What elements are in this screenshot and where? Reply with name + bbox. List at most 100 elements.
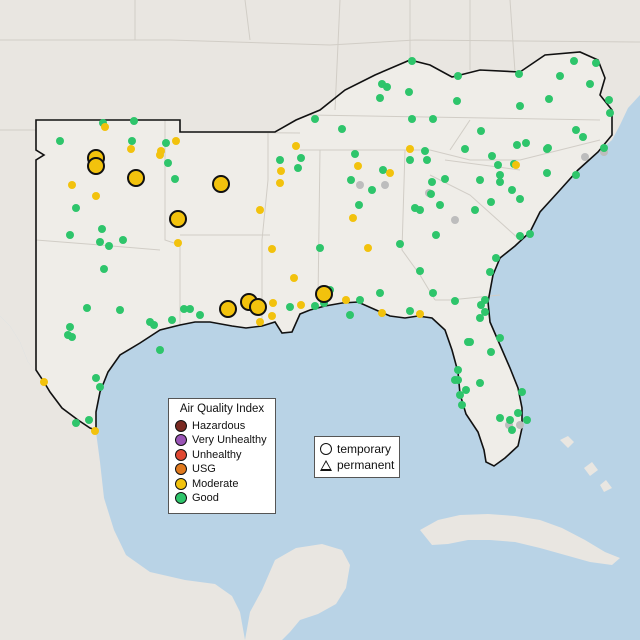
station-marker-good[interactable] — [436, 201, 444, 209]
station-marker-good[interactable] — [523, 416, 531, 424]
station-marker-good[interactable] — [347, 176, 355, 184]
station-marker-good[interactable] — [416, 267, 424, 275]
station-marker-moderate[interactable] — [416, 310, 424, 318]
station-marker-good[interactable] — [72, 204, 80, 212]
station-marker-good[interactable] — [513, 141, 521, 149]
station-marker-good[interactable] — [572, 171, 580, 179]
station-marker-good[interactable] — [462, 386, 470, 394]
station-marker-good[interactable] — [128, 137, 136, 145]
station-marker-good[interactable] — [453, 97, 461, 105]
temporary-monitor-moderate[interactable] — [127, 169, 145, 187]
station-marker-good[interactable] — [454, 366, 462, 374]
station-marker-good[interactable] — [516, 195, 524, 203]
station-marker-no-data[interactable] — [581, 153, 589, 161]
station-marker-good[interactable] — [544, 144, 552, 152]
station-marker-good[interactable] — [180, 305, 188, 313]
station-marker-good[interactable] — [379, 166, 387, 174]
temporary-monitor-moderate[interactable] — [315, 285, 333, 303]
station-marker-good[interactable] — [346, 311, 354, 319]
station-marker-moderate[interactable] — [277, 167, 285, 175]
station-marker-good[interactable] — [461, 145, 469, 153]
station-marker-good[interactable] — [405, 88, 413, 96]
station-marker-good[interactable] — [487, 198, 495, 206]
station-marker-good[interactable] — [494, 161, 502, 169]
station-marker-moderate[interactable] — [268, 245, 276, 253]
station-marker-good[interactable] — [297, 154, 305, 162]
station-marker-good[interactable] — [119, 236, 127, 244]
station-marker-good[interactable] — [351, 150, 359, 158]
station-marker-good[interactable] — [92, 374, 100, 382]
station-marker-no-data[interactable] — [356, 181, 364, 189]
station-marker-good[interactable] — [522, 139, 530, 147]
station-marker-good[interactable] — [456, 391, 464, 399]
station-marker-good[interactable] — [171, 175, 179, 183]
station-marker-moderate[interactable] — [386, 169, 394, 177]
station-marker-good[interactable] — [356, 296, 364, 304]
station-marker-good[interactable] — [488, 152, 496, 160]
station-marker-good[interactable] — [408, 115, 416, 123]
station-marker-good[interactable] — [605, 96, 613, 104]
station-marker-no-data[interactable] — [516, 421, 524, 429]
station-marker-good[interactable] — [294, 164, 302, 172]
station-marker-good[interactable] — [496, 171, 504, 179]
station-marker-good[interactable] — [130, 117, 138, 125]
station-marker-good[interactable] — [429, 289, 437, 297]
station-marker-moderate[interactable] — [406, 145, 414, 153]
station-marker-good[interactable] — [451, 297, 459, 305]
station-marker-moderate[interactable] — [172, 137, 180, 145]
station-marker-moderate[interactable] — [127, 145, 135, 153]
station-marker-good[interactable] — [458, 401, 466, 409]
station-marker-good[interactable] — [85, 416, 93, 424]
station-marker-good[interactable] — [570, 57, 578, 65]
station-marker-good[interactable] — [168, 316, 176, 324]
temporary-monitor-moderate[interactable] — [87, 157, 105, 175]
station-marker-moderate[interactable] — [354, 162, 362, 170]
station-marker-good[interactable] — [423, 156, 431, 164]
temporary-monitor-moderate[interactable] — [219, 300, 237, 318]
station-marker-good[interactable] — [105, 242, 113, 250]
station-marker-moderate[interactable] — [269, 299, 277, 307]
station-marker-good[interactable] — [396, 240, 404, 248]
station-marker-good[interactable] — [338, 125, 346, 133]
station-marker-good[interactable] — [543, 169, 551, 177]
station-marker-good[interactable] — [526, 230, 534, 238]
station-marker-no-data[interactable] — [381, 181, 389, 189]
station-marker-good[interactable] — [432, 231, 440, 239]
station-marker-moderate[interactable] — [256, 206, 264, 214]
station-marker-moderate[interactable] — [174, 239, 182, 247]
station-marker-good[interactable] — [186, 305, 194, 313]
station-marker-good[interactable] — [311, 115, 319, 123]
station-marker-good[interactable] — [516, 232, 524, 240]
station-marker-good[interactable] — [496, 178, 504, 186]
station-marker-good[interactable] — [476, 176, 484, 184]
station-marker-good[interactable] — [600, 144, 608, 152]
station-marker-good[interactable] — [355, 201, 363, 209]
station-marker-good[interactable] — [496, 414, 504, 422]
station-marker-good[interactable] — [100, 265, 108, 273]
station-marker-good[interactable] — [579, 133, 587, 141]
station-marker-good[interactable] — [515, 70, 523, 78]
station-marker-good[interactable] — [508, 426, 516, 434]
station-marker-good[interactable] — [286, 303, 294, 311]
station-marker-good[interactable] — [156, 346, 164, 354]
station-marker-moderate[interactable] — [92, 192, 100, 200]
station-marker-good[interactable] — [476, 314, 484, 322]
station-marker-good[interactable] — [96, 383, 104, 391]
station-marker-good[interactable] — [150, 321, 158, 329]
station-marker-moderate[interactable] — [378, 309, 386, 317]
station-marker-good[interactable] — [477, 127, 485, 135]
station-marker-good[interactable] — [56, 137, 64, 145]
station-marker-good[interactable] — [545, 95, 553, 103]
station-marker-good[interactable] — [316, 244, 324, 252]
station-marker-moderate[interactable] — [68, 181, 76, 189]
station-marker-good[interactable] — [311, 302, 319, 310]
station-marker-good[interactable] — [572, 126, 580, 134]
station-marker-good[interactable] — [518, 388, 526, 396]
station-marker-moderate[interactable] — [297, 301, 305, 309]
station-marker-good[interactable] — [592, 59, 600, 67]
station-marker-moderate[interactable] — [276, 179, 284, 187]
station-marker-moderate[interactable] — [256, 318, 264, 326]
station-marker-moderate[interactable] — [364, 244, 372, 252]
station-marker-good[interactable] — [508, 186, 516, 194]
